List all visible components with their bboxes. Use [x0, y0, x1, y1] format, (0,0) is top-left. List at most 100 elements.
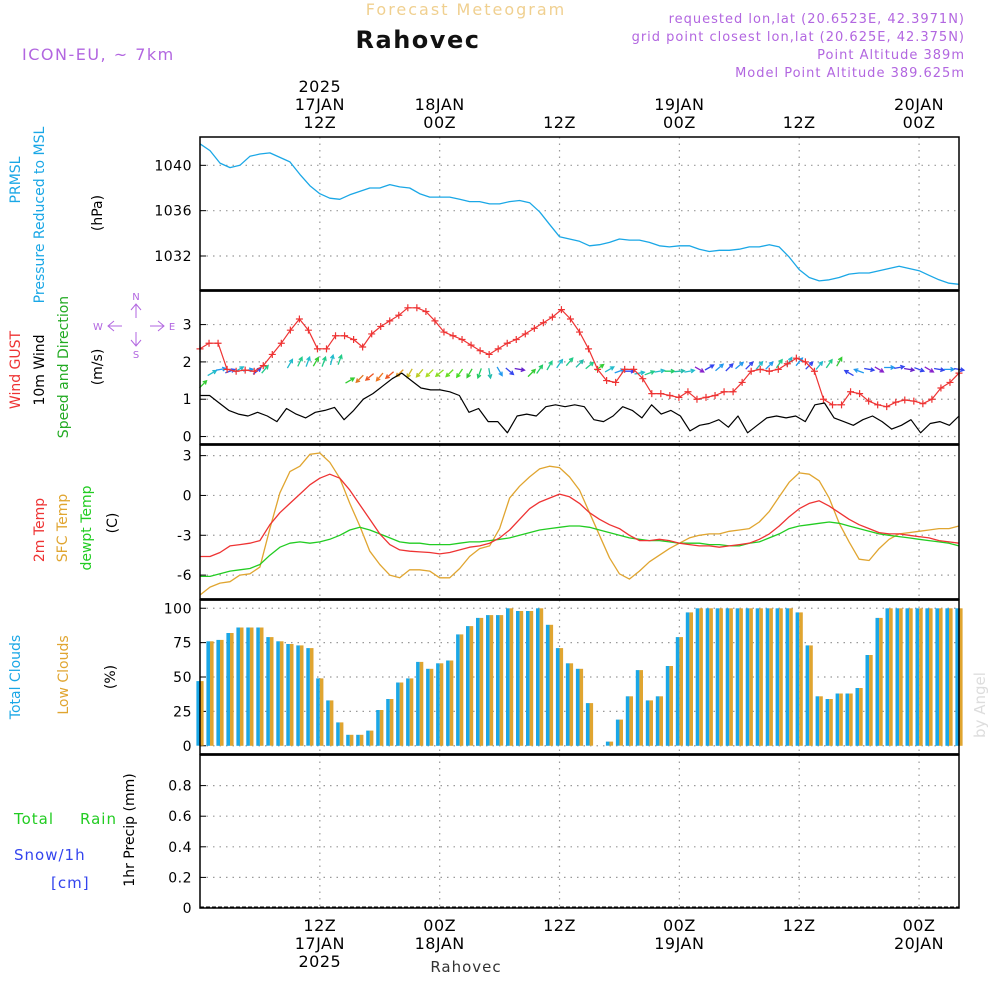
total-cloud-bar [296, 645, 300, 746]
wind-arrow-icon [514, 367, 526, 373]
time-label-top: 12Z [783, 113, 816, 132]
wind-arrow-icon [585, 361, 595, 370]
gust-marker [774, 365, 782, 373]
gust-marker [756, 365, 764, 373]
low-cloud-bar [839, 693, 843, 746]
total-cloud-bar [695, 608, 700, 746]
low-cloud-bar [339, 722, 344, 746]
low-cloud-bar [569, 663, 574, 746]
total-cloud-bar [526, 611, 530, 746]
wind-arrow-icon [874, 366, 885, 373]
wind-unit: (m/s) [90, 349, 106, 386]
gust-marker [666, 391, 674, 399]
low-cloud-bar [269, 637, 274, 746]
wind-arrow-icon [894, 364, 906, 370]
wind-arrow-icon [476, 368, 482, 380]
gust-marker [928, 395, 936, 403]
wind-arrow-icon [445, 369, 454, 378]
low-cloud-bar [819, 696, 823, 746]
wind-arrow-icon [654, 368, 666, 374]
gust-marker [675, 393, 683, 401]
pressure-panel-labels: PRMSL Pressure Reduced to MSL (hPa) [8, 126, 106, 303]
panel-4: 0 25 50 75 100 [164, 599, 963, 755]
low-cloud-bar [539, 608, 544, 746]
low-cloud-bar [559, 648, 564, 746]
gust-marker [810, 367, 818, 375]
low-cloud-bar [699, 608, 703, 746]
precip-panel-labels: Total Rain Snow/1h [cm] 1hr Precip (mm) [13, 773, 138, 892]
gust-marker [286, 326, 294, 334]
wind-gust-label: Wind GUST [8, 330, 24, 409]
gust-marker [440, 328, 448, 336]
total-cloud-bar [615, 719, 620, 746]
compass-s: S [133, 350, 139, 361]
gust-marker [711, 391, 719, 399]
wind-arrow-icon [604, 366, 615, 373]
gust-marker [530, 324, 538, 332]
y-tick-label: 75 [173, 636, 192, 652]
wind-arrow-icon [312, 356, 319, 367]
gust-marker [467, 341, 475, 349]
low-cloud-bar [929, 608, 933, 746]
total-cloud-bar [446, 660, 450, 746]
low-cloud-bar [769, 608, 773, 746]
gust-marker [431, 317, 439, 325]
requested-coords: requested lon,lat (20.6523E, 42.3971N) [669, 12, 965, 27]
gust-marker [910, 397, 918, 405]
gust-marker [576, 328, 583, 336]
gust-marker [847, 388, 855, 396]
wind-arrow-icon [505, 367, 515, 376]
low-cloud-bar [619, 719, 623, 746]
total-cloud-bar [865, 655, 870, 746]
total-cloud-bar [945, 608, 949, 746]
low-cloud-bar [299, 645, 304, 746]
low-cloud-bar [479, 617, 484, 746]
wind-arrow-icon [765, 361, 774, 370]
time-label-top: 00Z [903, 113, 936, 132]
gust-marker [801, 358, 809, 366]
y-tick-label: 1 [183, 392, 192, 408]
low-cloud-bar [289, 644, 294, 746]
gust-marker [259, 362, 267, 370]
total-cloud-bar [775, 608, 780, 746]
wind-arrow-icon [944, 366, 956, 372]
pressure-line [199, 143, 960, 285]
gust-marker [901, 396, 909, 404]
gust-marker [323, 345, 330, 353]
wind-10m-label: 10m Wind [32, 334, 48, 405]
low-cloud-bar [709, 608, 713, 746]
gust-marker [892, 398, 900, 406]
app-title: Forecast Meteogram [366, 0, 566, 19]
low-cloud-bar [230, 633, 234, 746]
total-cloud-bar [406, 678, 410, 746]
gust-marker [458, 336, 466, 344]
low-cloud-bar [659, 696, 663, 746]
low-cloud-bar [959, 608, 963, 746]
total-cloud-bar [545, 624, 550, 746]
gust-marker [404, 304, 412, 312]
gust-marker [449, 332, 457, 340]
low-clouds-label: Low Clouds [56, 635, 72, 714]
low-cloud-bar [519, 611, 524, 746]
gust-marker [503, 339, 511, 347]
total-cloud-bar [885, 608, 890, 746]
time-label-top: 12Z [543, 113, 576, 132]
total-clouds-label: Total Clouds [8, 635, 24, 720]
wind-arrow-icon [924, 366, 935, 373]
wind-arrow-icon [735, 361, 745, 370]
total-cloud-bar [755, 608, 760, 746]
gust-marker [223, 365, 231, 373]
wind-arrow-icon [853, 368, 865, 374]
low-cloud-bar [419, 661, 424, 746]
wind-arrow-icon [575, 359, 584, 368]
y-tick-label: 1040 [154, 158, 192, 174]
low-cloud-bar [689, 612, 693, 746]
low-cloud-bar [429, 668, 434, 746]
panel-1: 1032 1036 1040 [154, 136, 960, 291]
wind-arrow-icon [406, 368, 413, 379]
low-cloud-bar [649, 700, 653, 746]
low-cloud-bar [829, 699, 833, 746]
wind-arrow-icon [536, 364, 544, 374]
low-cloud-bar [499, 615, 504, 746]
